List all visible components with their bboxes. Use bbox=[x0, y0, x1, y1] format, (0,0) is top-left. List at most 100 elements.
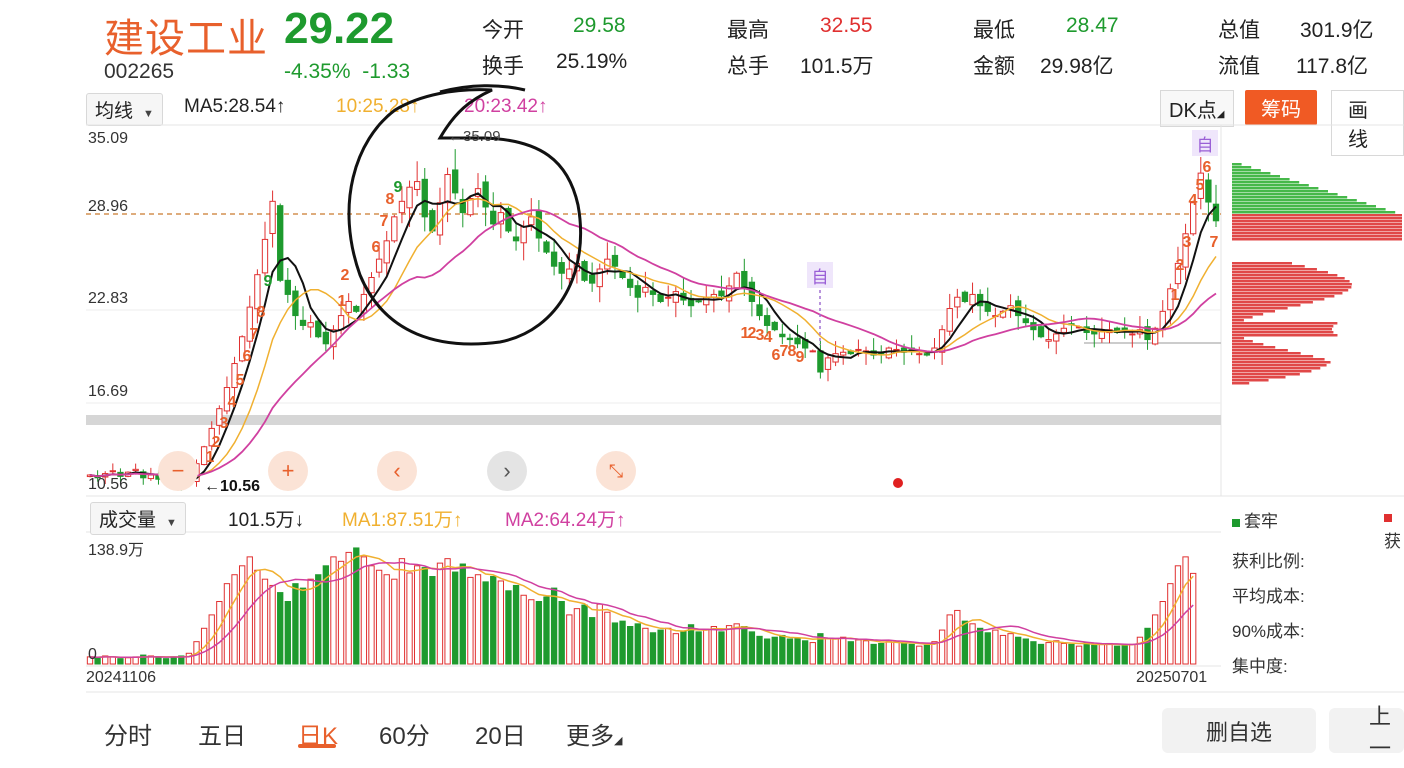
tab-intraday[interactable]: 分时 bbox=[104, 723, 152, 750]
price-label-2: 28.96 bbox=[88, 198, 129, 215]
stock-code: 002265 bbox=[104, 60, 175, 83]
chip-bar bbox=[1232, 331, 1334, 334]
volume-bar bbox=[330, 556, 337, 665]
candle-body bbox=[284, 279, 291, 295]
stock-name: 建设工业 bbox=[104, 17, 268, 61]
candle-body bbox=[642, 286, 649, 293]
candle-body bbox=[748, 281, 756, 302]
td-label: 2 bbox=[341, 267, 350, 284]
candle-body bbox=[375, 258, 383, 273]
candle-body bbox=[961, 291, 969, 302]
scroll-left-button[interactable]: ‹ bbox=[377, 451, 417, 491]
plus-icon: + bbox=[281, 458, 295, 483]
candle-body bbox=[330, 329, 337, 348]
chip-distribution-layer bbox=[1232, 163, 1402, 385]
candle-body bbox=[733, 272, 740, 289]
candle-body bbox=[1037, 326, 1045, 338]
candle-body bbox=[398, 200, 406, 214]
volume-bar bbox=[665, 627, 672, 665]
volume-bar bbox=[1121, 644, 1128, 665]
stat-label: 流值 bbox=[1218, 55, 1260, 78]
ma20-line bbox=[89, 209, 1217, 478]
tab-20day[interactable]: 20日 bbox=[475, 723, 526, 750]
candle-body bbox=[763, 315, 771, 326]
td-label: 4 bbox=[1189, 192, 1198, 209]
self-select-marker-top[interactable]: 自 bbox=[1192, 130, 1218, 156]
volume-bar bbox=[1113, 645, 1121, 665]
candle-body bbox=[535, 210, 543, 239]
volume-indicator-dropdown[interactable]: 成交量 ▼ bbox=[90, 502, 186, 535]
candle-body bbox=[923, 353, 931, 356]
volume-bar bbox=[916, 645, 923, 665]
candle-body bbox=[269, 200, 276, 235]
chip-bar bbox=[1232, 358, 1325, 361]
dk-point-button[interactable]: DK点◢ bbox=[1160, 90, 1234, 127]
chip-bar bbox=[1232, 262, 1292, 265]
candle-body bbox=[261, 238, 269, 274]
volume-bar bbox=[322, 565, 330, 665]
candle-body bbox=[1045, 339, 1052, 342]
chip-bar bbox=[1232, 325, 1334, 328]
stat-label: 总值 bbox=[1218, 19, 1260, 42]
avg-cost-label: 平均成本: bbox=[1232, 587, 1305, 606]
stat-value: 25.19% bbox=[556, 50, 628, 73]
zoom-in-button[interactable]: + bbox=[268, 451, 308, 491]
tab-60min[interactable]: 60分 bbox=[379, 723, 430, 750]
tab-more[interactable]: 更多◢ bbox=[566, 716, 622, 751]
candle-body bbox=[657, 293, 664, 302]
chip-bar bbox=[1232, 232, 1402, 235]
legend-swatch-green bbox=[1232, 518, 1240, 527]
volume-bar bbox=[277, 592, 284, 665]
stat-value: 29.58 bbox=[573, 14, 626, 37]
indicator-dropdown[interactable]: 均线 ▼ bbox=[86, 93, 163, 126]
candle-body bbox=[1167, 288, 1174, 311]
volume-bar bbox=[1060, 642, 1068, 665]
candle-body bbox=[1022, 318, 1029, 324]
candle-body bbox=[695, 300, 702, 303]
chip-bar bbox=[1232, 361, 1331, 364]
volume-bar bbox=[999, 634, 1007, 665]
candle-body bbox=[413, 181, 421, 190]
price-label-max: 35.09 bbox=[88, 130, 129, 147]
td-label: 8 bbox=[788, 343, 797, 360]
candle-body bbox=[452, 169, 459, 194]
chevron-left-icon: ‹ bbox=[393, 458, 401, 483]
draw-line-button[interactable]: 画线 bbox=[1331, 90, 1404, 156]
chip-bar bbox=[1232, 193, 1338, 196]
volume-bar bbox=[1007, 633, 1014, 665]
volume-bar bbox=[1030, 641, 1037, 665]
previous-stock-button[interactable]: 上一 bbox=[1329, 704, 1404, 761]
candle-body bbox=[368, 277, 375, 294]
candle-body bbox=[490, 210, 497, 225]
volume-bar bbox=[733, 623, 740, 665]
candle-body bbox=[1205, 179, 1212, 203]
tab-five-day[interactable]: 五日 bbox=[198, 723, 246, 750]
candle-body bbox=[497, 212, 505, 225]
candle-body bbox=[467, 198, 474, 216]
td-label: 3 bbox=[1183, 234, 1192, 251]
candle-body bbox=[1190, 202, 1197, 235]
volume-indicator-label: 成交量 bbox=[99, 510, 157, 531]
stat-value: 28.47 bbox=[1066, 14, 1119, 37]
self-select-marker[interactable]: 自 bbox=[807, 262, 833, 288]
volume-bar bbox=[1083, 642, 1090, 665]
scroll-right-button[interactable]: › bbox=[487, 451, 527, 491]
candle-body bbox=[315, 320, 322, 338]
remove-watchlist-button[interactable]: 删自选 bbox=[1162, 708, 1316, 753]
volume-bar bbox=[1068, 643, 1075, 665]
chip-bar bbox=[1232, 349, 1288, 352]
zoom-out-button[interactable]: − bbox=[158, 451, 198, 491]
candle-body bbox=[231, 363, 238, 389]
reset-zoom-button[interactable]: ⤡ bbox=[596, 451, 636, 491]
td-label: 7 bbox=[780, 343, 789, 360]
volume-bars-layer bbox=[86, 547, 1197, 665]
chip-bar bbox=[1232, 337, 1245, 340]
chip-button[interactable]: 筹码 bbox=[1245, 90, 1317, 125]
chevron-down-icon: ▼ bbox=[143, 108, 154, 120]
volume-bar bbox=[353, 547, 360, 665]
chip-bar bbox=[1232, 178, 1290, 181]
volume-bar bbox=[725, 625, 733, 665]
chip-bar bbox=[1232, 373, 1300, 376]
chip-bar bbox=[1232, 205, 1376, 208]
